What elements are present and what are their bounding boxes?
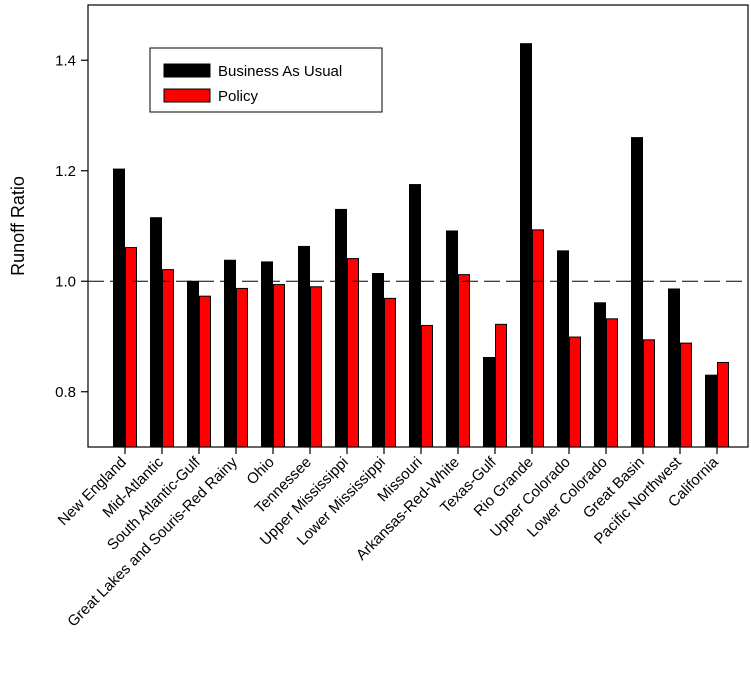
bar-policy-5 bbox=[273, 284, 285, 448]
bar-policy-6 bbox=[310, 286, 322, 448]
bar-policy-2 bbox=[162, 269, 174, 448]
bar-policy-10 bbox=[458, 274, 470, 448]
bar-business-as-usual-17 bbox=[705, 374, 717, 448]
bar-business-as-usual-6 bbox=[298, 245, 310, 448]
y-tick-label: 1.4 bbox=[55, 52, 76, 69]
bar-policy-7 bbox=[347, 258, 359, 448]
bars-layer bbox=[113, 43, 729, 448]
legend-label-2: Policy bbox=[218, 88, 259, 105]
y-axis: 0.8 1.0 1.2 1.4 bbox=[55, 52, 88, 401]
bar-business-as-usual-2 bbox=[150, 217, 162, 448]
bar-business-as-usual-15 bbox=[631, 137, 643, 448]
bar-policy-17 bbox=[717, 361, 729, 448]
bar-business-as-usual-7 bbox=[335, 208, 347, 448]
bar-business-as-usual-5 bbox=[261, 261, 273, 448]
legend-swatch-2 bbox=[163, 88, 211, 103]
bar-business-as-usual-3 bbox=[187, 280, 199, 448]
y-tick-label: 1.0 bbox=[55, 273, 76, 290]
bar-business-as-usual-8 bbox=[372, 273, 384, 448]
bar-policy-3 bbox=[199, 295, 211, 448]
bar-business-as-usual-12 bbox=[520, 43, 532, 448]
bar-business-as-usual-14 bbox=[594, 302, 606, 448]
bar-policy-13 bbox=[569, 336, 581, 448]
y-tick-label: 0.8 bbox=[55, 384, 76, 401]
bar-business-as-usual-16 bbox=[668, 288, 680, 448]
bar-policy-15 bbox=[643, 339, 655, 448]
plot-area-frame bbox=[87, 4, 749, 448]
bar-policy-1 bbox=[125, 247, 137, 448]
bar-business-as-usual-11 bbox=[483, 356, 495, 448]
bar-policy-4 bbox=[236, 287, 248, 448]
legend-swatch-1 bbox=[163, 63, 211, 78]
bar-business-as-usual-13 bbox=[557, 250, 569, 448]
bar-business-as-usual-10 bbox=[446, 230, 458, 448]
bar-policy-11 bbox=[495, 323, 507, 448]
bar-policy-12 bbox=[532, 229, 544, 448]
bar-policy-9 bbox=[421, 324, 433, 448]
bar-business-as-usual-9 bbox=[409, 184, 421, 448]
legend-label-1: Business As Usual bbox=[218, 63, 342, 80]
y-axis-title: Runoff Ratio bbox=[8, 176, 28, 276]
bar-policy-14 bbox=[606, 318, 618, 448]
y-tick-label: 1.2 bbox=[55, 163, 76, 180]
legend: Business As Usual Policy bbox=[149, 47, 383, 113]
bar-policy-16 bbox=[680, 342, 692, 448]
bar-policy-8 bbox=[384, 297, 396, 448]
bar-business-as-usual-4 bbox=[224, 259, 236, 448]
bar-business-as-usual-1 bbox=[113, 168, 125, 448]
